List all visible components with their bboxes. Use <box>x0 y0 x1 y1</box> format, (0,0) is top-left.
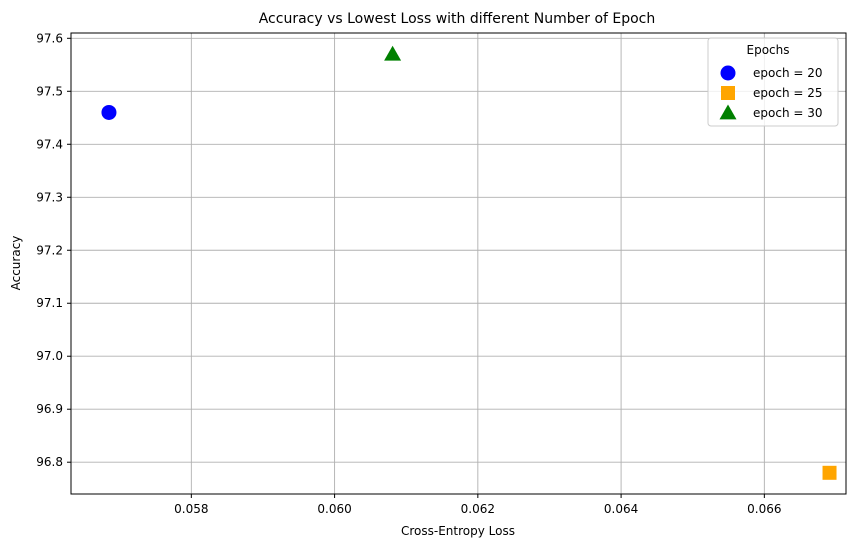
legend-box <box>707 37 839 127</box>
axis-ticks: 0.058 0.060 0.062 0.064 0.066 96.8 96.9 97.0 97.… <box>36 31 781 516</box>
y-tick-label: 97.6 <box>36 31 63 45</box>
legend-title: Epochs <box>747 43 790 57</box>
x-tick-label: 0.064 <box>604 502 638 516</box>
legend-label: epoch = 20 <box>753 66 823 80</box>
data-point-square <box>822 465 837 480</box>
x-tick-label: 0.066 <box>747 502 781 516</box>
y-tick-label: 97.0 <box>36 349 63 363</box>
y-tick-label: 96.9 <box>36 402 63 416</box>
y-tick-label: 97.4 <box>36 137 63 151</box>
y-tick-label: 97.5 <box>36 84 63 98</box>
x-tick-label: 0.058 <box>174 502 208 516</box>
x-tick-label: 0.060 <box>317 502 351 516</box>
data-points <box>101 45 837 480</box>
legend-label: epoch = 30 <box>753 106 823 120</box>
y-tick-label: 97.2 <box>36 243 63 257</box>
legend-marker-circle <box>720 65 736 81</box>
y-tick-label: 97.1 <box>36 296 63 310</box>
data-point-circle <box>101 104 117 120</box>
legend: Epochs epoch = 20 epoch = 25 epoch = 30 <box>707 37 839 127</box>
x-axis-label: Cross-Entropy Loss <box>401 524 515 538</box>
plot-frame <box>70 32 847 495</box>
legend-marker-triangle <box>719 104 737 120</box>
y-axis-label: Accuracy <box>9 236 23 291</box>
legend-items: epoch = 20 epoch = 25 epoch = 30 <box>719 65 823 120</box>
data-point-triangle <box>384 45 402 61</box>
chart-title: Accuracy vs Lowest Loss with different N… <box>259 11 656 27</box>
legend-marker-square <box>721 86 735 100</box>
legend-label: epoch = 25 <box>753 86 823 100</box>
x-tick-label: 0.062 <box>461 502 495 516</box>
y-tick-label: 96.8 <box>36 455 63 469</box>
y-tick-label: 97.3 <box>36 190 63 204</box>
